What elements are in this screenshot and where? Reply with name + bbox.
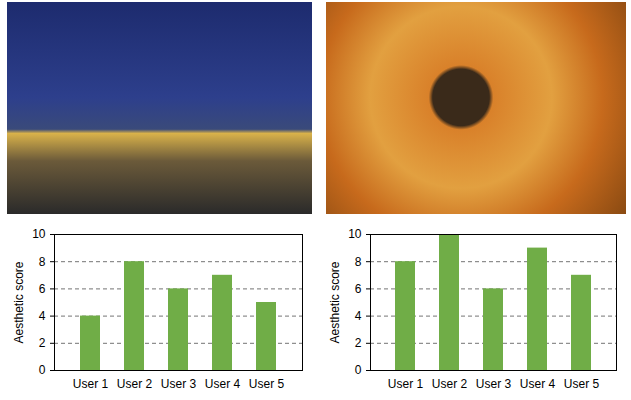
svg-text:6: 6 xyxy=(355,282,362,296)
svg-text:User 1: User 1 xyxy=(388,377,424,391)
svg-text:Aesthetic score: Aesthetic score xyxy=(12,261,26,343)
svg-text:10: 10 xyxy=(32,227,46,241)
svg-text:User 4: User 4 xyxy=(520,377,556,391)
svg-text:User 3: User 3 xyxy=(476,377,512,391)
svg-text:User 2: User 2 xyxy=(432,377,468,391)
svg-text:2: 2 xyxy=(39,336,46,350)
svg-text:Aesthetic score: Aesthetic score xyxy=(328,261,342,343)
svg-text:User 2: User 2 xyxy=(117,377,153,391)
svg-text:User 1: User 1 xyxy=(73,377,109,391)
svg-text:User 4: User 4 xyxy=(205,377,241,391)
svg-text:10: 10 xyxy=(348,227,362,241)
svg-text:2: 2 xyxy=(355,336,362,350)
svg-text:8: 8 xyxy=(355,255,362,269)
svg-text:0: 0 xyxy=(39,363,46,377)
svg-text:6: 6 xyxy=(39,282,46,296)
svg-text:8: 8 xyxy=(39,255,46,269)
svg-text:User 5: User 5 xyxy=(249,377,285,391)
svg-text:4: 4 xyxy=(39,309,46,323)
svg-text:0: 0 xyxy=(355,363,362,377)
svg-text:User 5: User 5 xyxy=(564,377,600,391)
svg-text:User 3: User 3 xyxy=(161,377,197,391)
svg-text:4: 4 xyxy=(355,309,362,323)
